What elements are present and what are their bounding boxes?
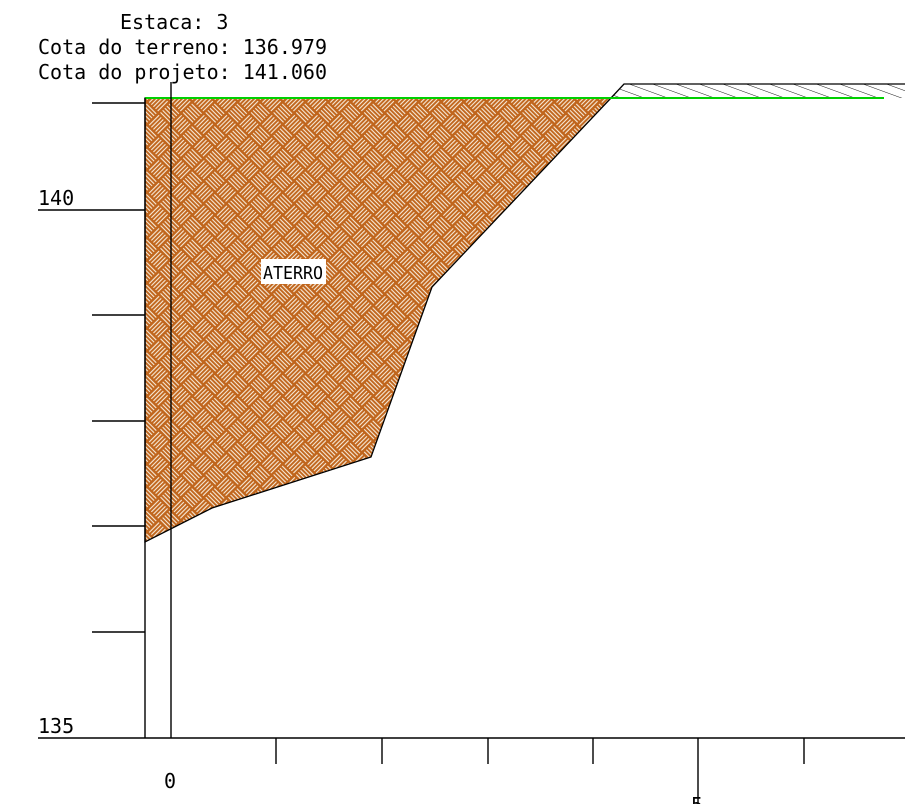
fill-region (144, 97, 613, 544)
terrain-top-line (610, 83, 905, 99)
x-axis-label-0: 0 (164, 769, 176, 793)
project-elevation-text: Cota do projeto: 141.060 (38, 60, 327, 84)
y-axis-ticks (38, 102, 145, 633)
terrain-elevation-text: Cota do terreno: 136.979 (38, 35, 327, 59)
fill-label: ATERRO (263, 263, 323, 284)
x-axis-label-5: 5 (691, 793, 703, 804)
fill-label-background (261, 259, 326, 284)
y-axis-label-140: 140 (38, 186, 74, 210)
station-text: Estaca: 3 (120, 10, 228, 34)
x-axis-ticks (275, 738, 805, 804)
fill-label-group: ATERRO (261, 259, 326, 284)
terrain-hatch-strip (611, 84, 905, 98)
y-axis-label-135: 135 (38, 714, 74, 738)
